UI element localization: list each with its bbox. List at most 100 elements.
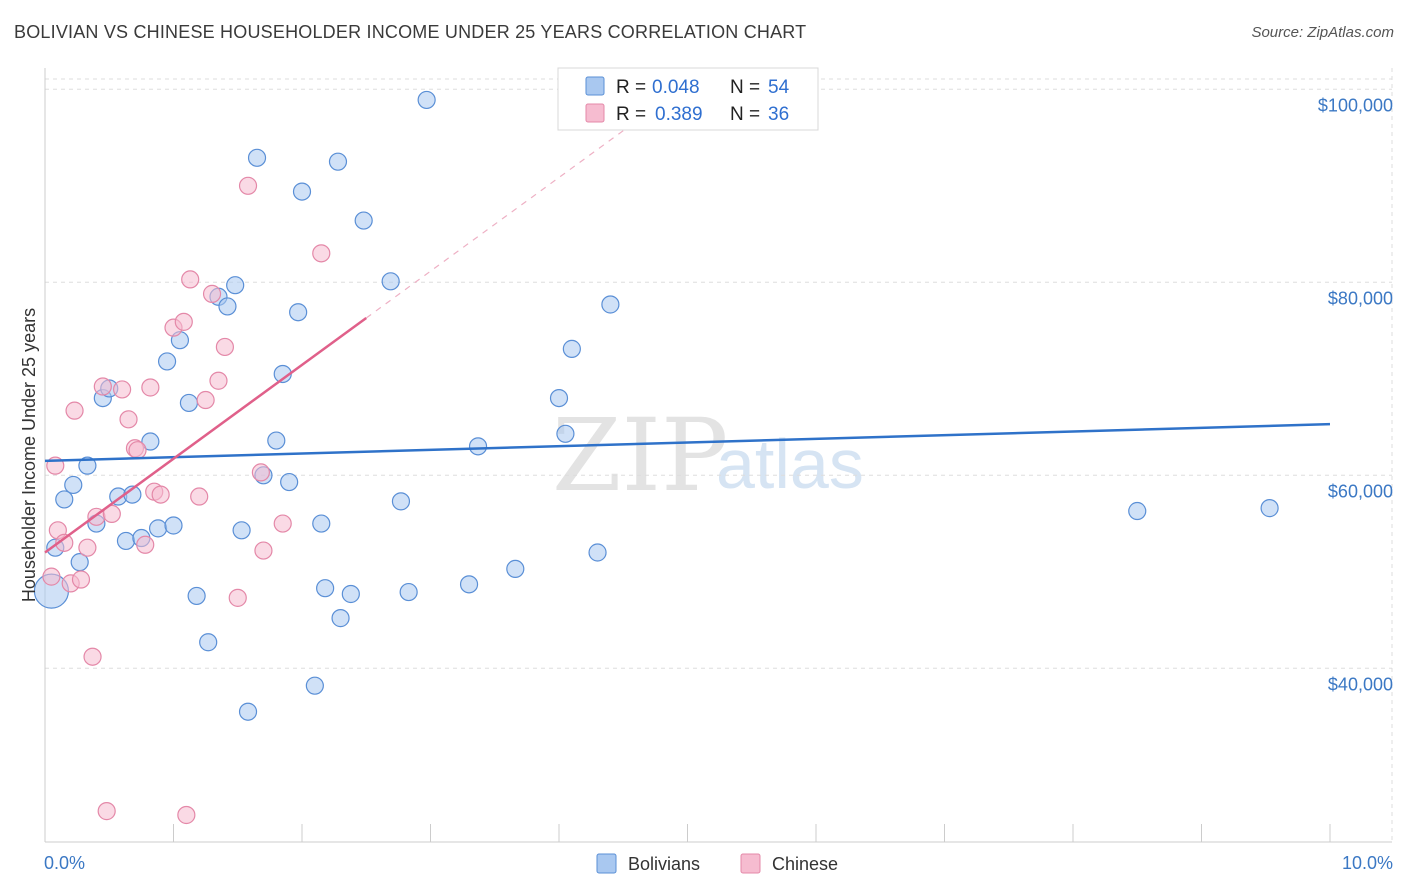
bolivian-point [601, 295, 620, 314]
bolivian-point [55, 490, 74, 509]
y-axis-label: Householder Income Under 25 years [19, 308, 39, 602]
y-tick-label: $60,000 [1328, 481, 1393, 501]
bolivian-point [232, 521, 251, 540]
chinese-point [196, 390, 215, 410]
bolivian-point [354, 211, 373, 230]
legend-swatch-bolivians [585, 76, 605, 96]
legend-r-label-2: R = [616, 104, 646, 125]
bolivian-point [78, 456, 97, 475]
chinese-point [65, 401, 84, 420]
chinese-point [93, 377, 112, 396]
chinese-point [71, 570, 91, 589]
bolivian-point [459, 575, 479, 594]
chinese-point [190, 487, 209, 506]
bolivian-point [549, 389, 569, 408]
bolivian-point [199, 633, 218, 652]
bolivian-point [391, 492, 411, 511]
chinese-point [254, 541, 273, 560]
bolivian-point [1128, 501, 1147, 521]
watermark-atlas: atlas [716, 425, 864, 503]
chinese-trend-extension [365, 125, 631, 319]
chart-source: Source: ZipAtlas.com [1251, 24, 1394, 41]
chinese-point [251, 463, 270, 482]
chinese-point [238, 176, 258, 195]
bolivian-point [312, 514, 331, 533]
legend-r-value-1: 0.048 [652, 77, 700, 98]
bolivian-point [331, 609, 350, 628]
correlation-legend: R = 0.048 N = 54 R = 0.389 N = 36 [557, 67, 819, 131]
bolivian-point [116, 531, 136, 551]
x-tick-label-max: 10.0% [1342, 853, 1393, 873]
bottom-legend-bolivians: Bolivians [628, 854, 700, 874]
bolivian-point [226, 276, 245, 295]
bolivian-point [1260, 499, 1279, 518]
chinese-point [209, 371, 228, 390]
chinese-point [112, 380, 132, 399]
bolivian-trend-line [44, 422, 1331, 463]
chinese-point [119, 410, 138, 429]
tick-labels: $40,000 $60,000 $80,000 $100,000 0.0% 10.0% [44, 95, 1393, 873]
bolivian-point [238, 702, 258, 721]
chinese-point [97, 802, 116, 821]
legend-n-label-1: N = [730, 77, 760, 98]
bolivian-point [267, 431, 286, 450]
bolivian-point [341, 584, 360, 604]
axes [44, 68, 1392, 843]
chinese-point [228, 588, 247, 607]
legend-n-label-2: N = [730, 104, 760, 125]
legend-swatch-chinese [585, 103, 605, 123]
chinese-point [55, 533, 74, 552]
bolivian-point [328, 152, 348, 171]
legend-r-label-1: R = [616, 77, 646, 98]
chinese-trend-line [44, 316, 367, 554]
chinese-point [151, 485, 170, 504]
chinese-point [83, 647, 102, 666]
bolivian-point [562, 339, 581, 358]
bolivian-point [292, 182, 312, 201]
legend-n-value-2: 36 [768, 104, 789, 125]
bottom-legend-swatch-chinese [740, 853, 761, 874]
trend-lines [44, 125, 1331, 554]
chinese-point [42, 567, 61, 586]
bolivian-point [506, 559, 525, 579]
bolivian-point [148, 519, 168, 538]
chinese-point [141, 378, 160, 397]
bolivian-point [468, 437, 488, 456]
bolivian-point [247, 148, 267, 167]
chinese-point [177, 805, 196, 825]
bolivian-point [556, 424, 575, 443]
bolivian-point [316, 579, 335, 598]
legend-n-value-1: 54 [768, 77, 790, 98]
bolivian-point [399, 582, 418, 602]
chinese-point [215, 337, 234, 357]
chinese-point [128, 441, 147, 460]
bolivian-point [280, 472, 299, 492]
chinese-point [102, 504, 121, 524]
chinese-point [273, 514, 292, 533]
bolivian-point [64, 475, 83, 495]
bolivian-point [187, 586, 206, 606]
watermark-zip: ZIP [552, 397, 728, 514]
bolivian-point [218, 297, 237, 316]
y-tick-label: $100,000 [1318, 95, 1393, 115]
y-tick-label: $40,000 [1328, 674, 1393, 694]
x-tick-label-min: 0.0% [44, 853, 85, 873]
chinese-point [136, 535, 155, 554]
bolivian-point [417, 90, 436, 110]
bottom-legend-chinese: Chinese [772, 854, 838, 874]
chart-title: BOLIVIAN VS CHINESE HOUSEHOLDER INCOME U… [14, 22, 807, 42]
chinese-point [202, 284, 222, 303]
chinese-point [174, 312, 193, 331]
bottom-legend-swatch-bolivians [596, 853, 617, 874]
bolivian-point [289, 303, 308, 322]
bolivian-point [141, 432, 160, 451]
chinese-point [78, 538, 97, 557]
chinese-point [181, 270, 200, 289]
bolivian-point [179, 393, 199, 413]
chinese-point [312, 244, 331, 263]
legend-r-value-2: 0.389 [655, 104, 703, 125]
bolivian-point [164, 516, 183, 535]
bolivian-point [305, 676, 324, 695]
series-legend: Bolivians Chinese [596, 853, 838, 874]
